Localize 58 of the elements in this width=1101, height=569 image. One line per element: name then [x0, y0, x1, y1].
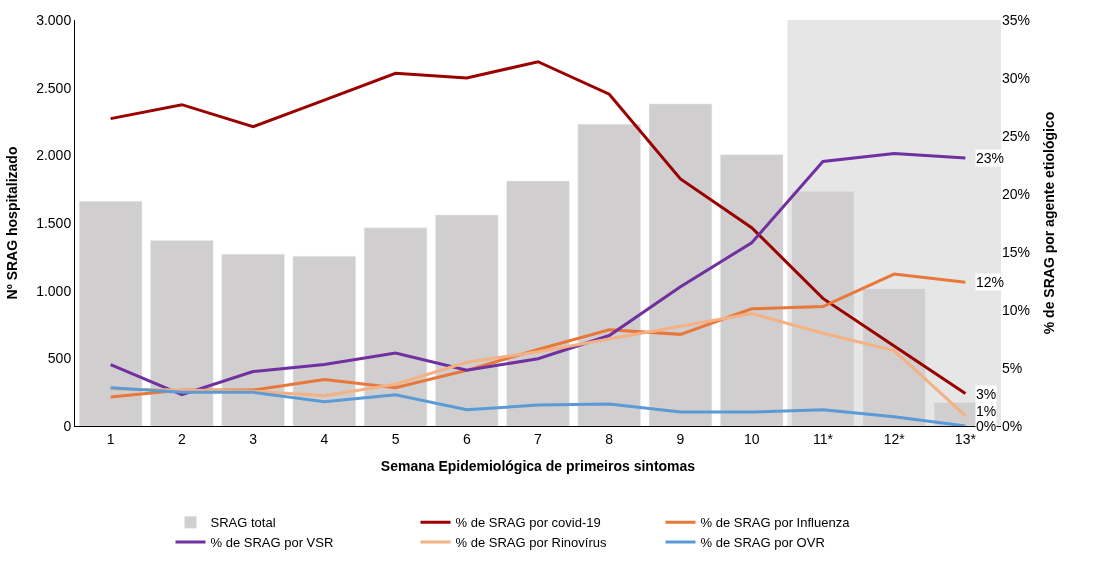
y-axis-title: Nº SRAG hospitalizado — [3, 146, 20, 300]
y2-tick-label: 20% — [1002, 185, 1031, 202]
x-tick-label: 13* — [954, 430, 977, 447]
legend-label: SRAG total — [210, 515, 276, 531]
y2-tick-label: 15% — [1002, 243, 1031, 260]
x-tick-label: 3 — [249, 430, 258, 447]
bar — [221, 253, 285, 426]
y2-axis-title: % de SRAG por agente etiológico — [1041, 111, 1058, 335]
bar — [435, 214, 499, 426]
x-tick-label: 8 — [605, 430, 614, 447]
bar — [79, 201, 143, 426]
bar — [648, 103, 713, 426]
bar — [292, 255, 356, 426]
y2-tick-label: 0% — [1002, 417, 1023, 434]
y2-tick-label: 25% — [1002, 127, 1031, 144]
line-series — [109, 386, 967, 426]
y-tick-label: 2.000 — [36, 147, 72, 164]
data-label: 0% — [976, 418, 997, 434]
data-label: 3% — [976, 386, 997, 402]
legend-label: % de SRAG por OVR — [700, 535, 825, 551]
x-tick-label: 4 — [320, 430, 329, 447]
y-tick-label: 0 — [63, 417, 72, 434]
x-tick-label: 6 — [462, 430, 471, 447]
legend-label: % de SRAG por VSR — [210, 535, 334, 551]
y-tick-label: 1.000 — [36, 282, 72, 299]
x-tick-label: 2 — [177, 430, 186, 447]
bar — [862, 288, 926, 426]
legend-label: % de SRAG por covid-19 — [455, 515, 601, 531]
line-series — [109, 311, 967, 418]
x-tick-label: 11* — [812, 430, 834, 447]
y2-tick-label: 30% — [1002, 69, 1031, 86]
y2-tick-label: 35% — [1002, 11, 1031, 28]
data-label: 23% — [976, 150, 1005, 166]
data-label: 1% — [976, 403, 997, 419]
x-axis-title: Semana Epidemiológica de primeiros sintomas — [380, 458, 696, 475]
legend-label: % de SRAG por Influenza — [700, 515, 851, 531]
legend-label: % de SRAG por Rinovírus — [455, 535, 607, 551]
y2-tick-label: 5% — [1002, 359, 1023, 376]
bar — [791, 190, 855, 426]
bar — [506, 180, 570, 426]
y-tick-label: 2.500 — [36, 79, 72, 96]
data-label: 12% — [976, 274, 1005, 290]
line-series — [109, 60, 967, 396]
bar — [150, 240, 214, 426]
y2-tick-label: 10% — [1002, 301, 1031, 318]
y-tick-label: 3.000 — [36, 11, 72, 28]
x-tick-label: 12* — [883, 430, 906, 447]
x-tick-label: 7 — [534, 430, 543, 447]
x-tick-label: 9 — [676, 430, 685, 447]
x-tick-label: 1 — [106, 430, 115, 447]
x-tick-label: 10 — [743, 430, 760, 447]
bar — [720, 154, 784, 426]
bar — [363, 227, 428, 426]
line-series — [109, 151, 967, 397]
x-tick-label: 5 — [391, 430, 400, 447]
y-tick-label: 500 — [47, 350, 72, 367]
y-tick-label: 1.500 — [36, 214, 72, 231]
bar — [577, 123, 641, 426]
